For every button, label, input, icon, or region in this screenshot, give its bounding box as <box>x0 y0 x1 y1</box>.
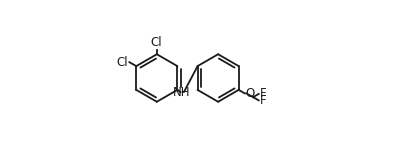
Text: F: F <box>259 87 266 100</box>
Text: Cl: Cl <box>117 56 128 69</box>
Text: Cl: Cl <box>150 36 162 49</box>
Text: O: O <box>245 87 254 100</box>
Text: NH: NH <box>173 86 190 99</box>
Text: F: F <box>259 94 266 107</box>
